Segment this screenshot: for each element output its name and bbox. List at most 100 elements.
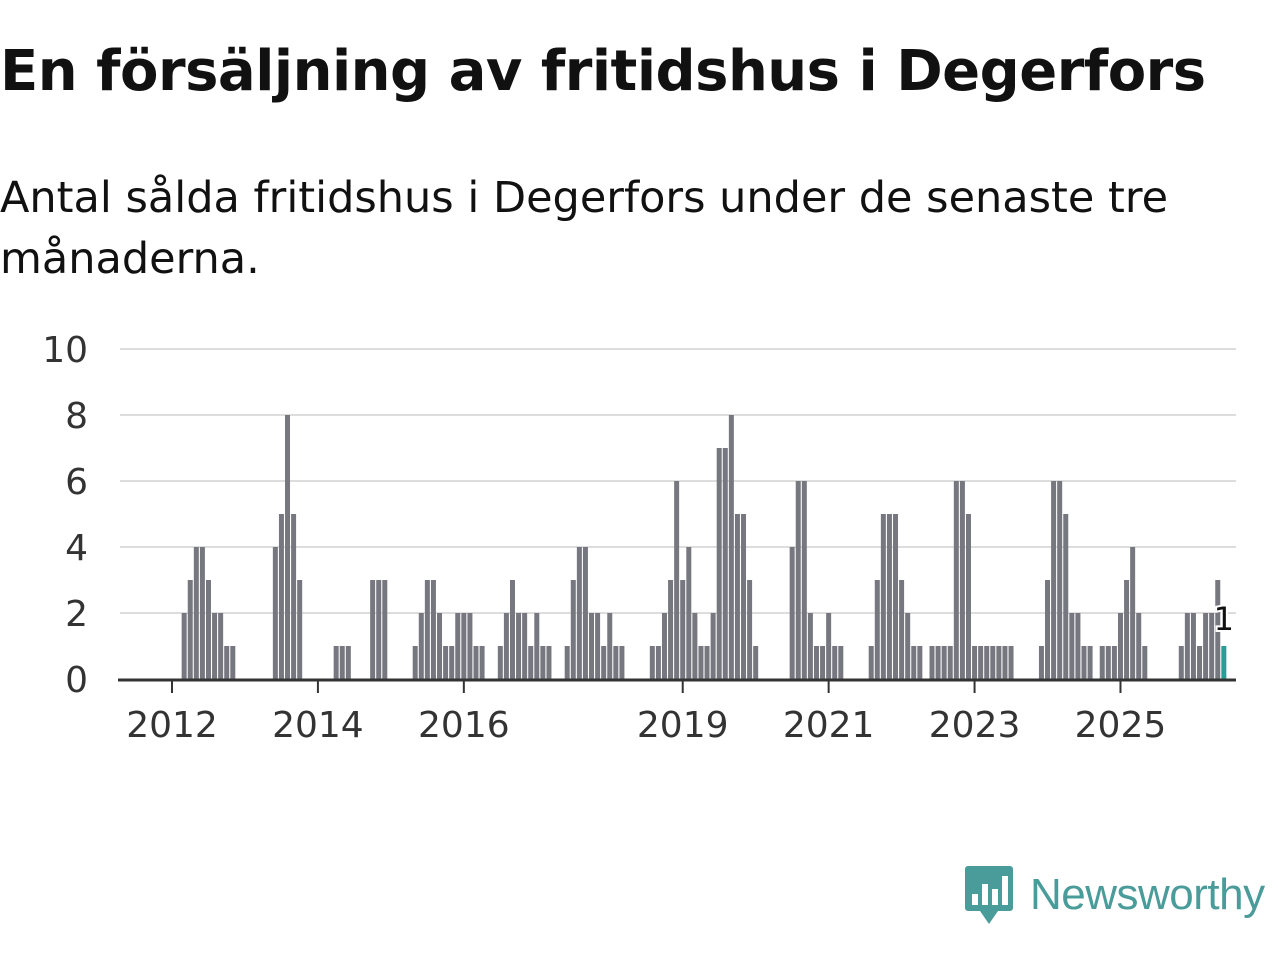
- bar: [704, 646, 710, 679]
- bar: [1197, 646, 1203, 679]
- bar: [965, 514, 971, 679]
- x-tick-label: 2012: [126, 705, 218, 746]
- bar: [437, 613, 443, 679]
- y-tick-label: 6: [65, 462, 88, 503]
- bar: [959, 481, 965, 679]
- bar: [503, 613, 509, 679]
- bar: [1081, 646, 1087, 679]
- bar: [947, 646, 953, 679]
- bar: [291, 514, 297, 679]
- bar: [461, 613, 467, 679]
- x-tick-label: 2016: [418, 705, 510, 746]
- bar: [1051, 481, 1057, 679]
- bar: [297, 580, 303, 679]
- bar: [187, 580, 193, 679]
- x-tick-label: 2023: [929, 705, 1021, 746]
- chart-title: En försäljning av fritidshus i Degerfors: [0, 39, 1206, 104]
- bar: [1215, 580, 1221, 679]
- bar: [345, 646, 351, 679]
- y-tick-label: 8: [65, 396, 88, 437]
- bar: [698, 646, 704, 679]
- bar: [953, 481, 959, 679]
- bar: [801, 481, 807, 679]
- bar: [1178, 646, 1184, 679]
- bar: [899, 580, 905, 679]
- bar-chart: 0 2 4 6 8 10 1 2012 2014 2016 2019 2021 2023 2025: [42, 330, 1236, 746]
- bar: [1130, 547, 1136, 679]
- bar: [1136, 613, 1142, 679]
- bar: [880, 514, 886, 679]
- bar: [1057, 481, 1063, 679]
- bar: [1075, 613, 1081, 679]
- bar: [668, 580, 674, 679]
- bar: [285, 415, 291, 679]
- bar: [1184, 613, 1190, 679]
- bar: [522, 613, 528, 679]
- x-tick-label: 2014: [272, 705, 364, 746]
- bar: [528, 646, 534, 679]
- bar: [455, 613, 461, 679]
- bars: 1: [181, 415, 1236, 679]
- y-axis-labels: 0 2 4 6 8 10: [42, 330, 88, 701]
- bar: [832, 646, 838, 679]
- bar: [1111, 646, 1117, 679]
- bar: [734, 514, 740, 679]
- bar: [619, 646, 625, 679]
- bar: [224, 646, 230, 679]
- bar: [874, 580, 880, 679]
- bar: [741, 514, 747, 679]
- bar: [601, 646, 607, 679]
- bar: [430, 580, 436, 679]
- bar: [838, 646, 844, 679]
- bar: [443, 646, 449, 679]
- bar: [205, 580, 211, 679]
- bar: [868, 646, 874, 679]
- newsworthy-logo-text: Newsworthy: [1030, 870, 1265, 919]
- bar: [424, 580, 430, 679]
- bar: [905, 613, 911, 679]
- bar: [467, 613, 473, 679]
- bar: [449, 646, 455, 679]
- bar: [1105, 646, 1111, 679]
- bar: [795, 481, 801, 679]
- bar: [540, 646, 546, 679]
- x-tick-label: 2025: [1075, 705, 1167, 746]
- bar: [692, 613, 698, 679]
- bar: [649, 646, 655, 679]
- bar: [747, 580, 753, 679]
- y-tick-label: 10: [42, 330, 88, 371]
- bar: [1087, 646, 1093, 679]
- bar: [1117, 613, 1123, 679]
- bar: [193, 547, 199, 679]
- bar: [710, 613, 716, 679]
- bar: [929, 646, 935, 679]
- bar: [1038, 646, 1044, 679]
- bar: [212, 613, 218, 679]
- bar: [582, 547, 588, 679]
- bar: [278, 514, 284, 679]
- bar: [479, 646, 485, 679]
- bar: [996, 646, 1002, 679]
- bar: [564, 646, 570, 679]
- bar: [789, 547, 795, 679]
- bar: [1045, 580, 1051, 679]
- bar: [655, 646, 661, 679]
- bar: [376, 580, 382, 679]
- x-tick-label: 2021: [783, 705, 875, 746]
- bar: [935, 646, 941, 679]
- bar: [941, 646, 947, 679]
- bar: [1142, 646, 1148, 679]
- bar: [990, 646, 996, 679]
- bar: [230, 646, 236, 679]
- bar: [893, 514, 899, 679]
- bar: [807, 613, 813, 679]
- bar: [333, 646, 339, 679]
- bar: [886, 514, 892, 679]
- bar: [978, 646, 984, 679]
- bar: [570, 580, 576, 679]
- bar: [473, 646, 479, 679]
- bar: [911, 646, 917, 679]
- bar: [1008, 646, 1014, 679]
- bar: [728, 415, 734, 679]
- x-axis: 2012 2014 2016 2019 2021 2023 2025: [118, 678, 1236, 746]
